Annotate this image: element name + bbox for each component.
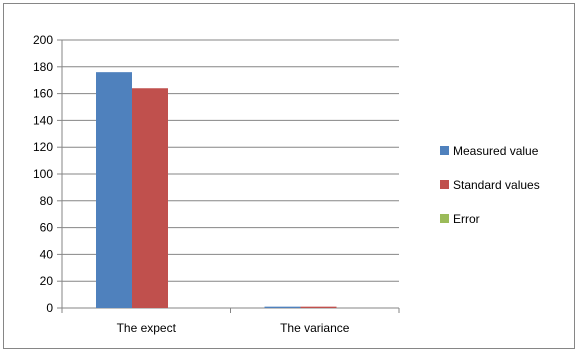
legend-item: Error (440, 210, 540, 227)
bar-standard-values-1 (300, 306, 337, 308)
x-tick-label: The expect (117, 321, 177, 335)
legend-label: Measured value (453, 143, 539, 158)
legend-swatch (440, 180, 449, 189)
chart-frame: 0 20 40 60 80 100 120 140 160 180 200 The expect The… (3, 3, 575, 349)
legend-label: Standard values (453, 177, 540, 192)
legend-item: Standard values (440, 176, 540, 193)
bar-chart: 0 20 40 60 80 100 120 140 160 180 200 The expect The… (33, 33, 400, 335)
legend-swatch (440, 214, 449, 223)
y-tick-label: 80 (40, 194, 54, 208)
y-tick-label: 120 (33, 140, 53, 154)
legend-item: Measured value (440, 142, 540, 159)
bar-measured-value-0 (96, 72, 132, 308)
legend-label: Error (453, 211, 480, 226)
y-tick-label: 140 (33, 113, 53, 127)
legend-swatch (440, 146, 449, 155)
x-tick-label: The variance (280, 321, 350, 335)
y-tick-label: 180 (33, 60, 53, 74)
y-tick-label: 20 (40, 274, 54, 288)
y-tick-label: 100 (33, 167, 53, 181)
bar-standard-values-0 (132, 88, 168, 309)
legend: Measured value Standard values Error (440, 142, 540, 244)
y-tick-label: 0 (46, 301, 53, 315)
y-tick-label: 200 (33, 33, 53, 47)
y-tick-label: 160 (33, 87, 53, 101)
bar-measured-value-1 (264, 306, 301, 308)
y-tick-label: 40 (40, 247, 54, 261)
y-tick-label: 60 (40, 221, 54, 235)
